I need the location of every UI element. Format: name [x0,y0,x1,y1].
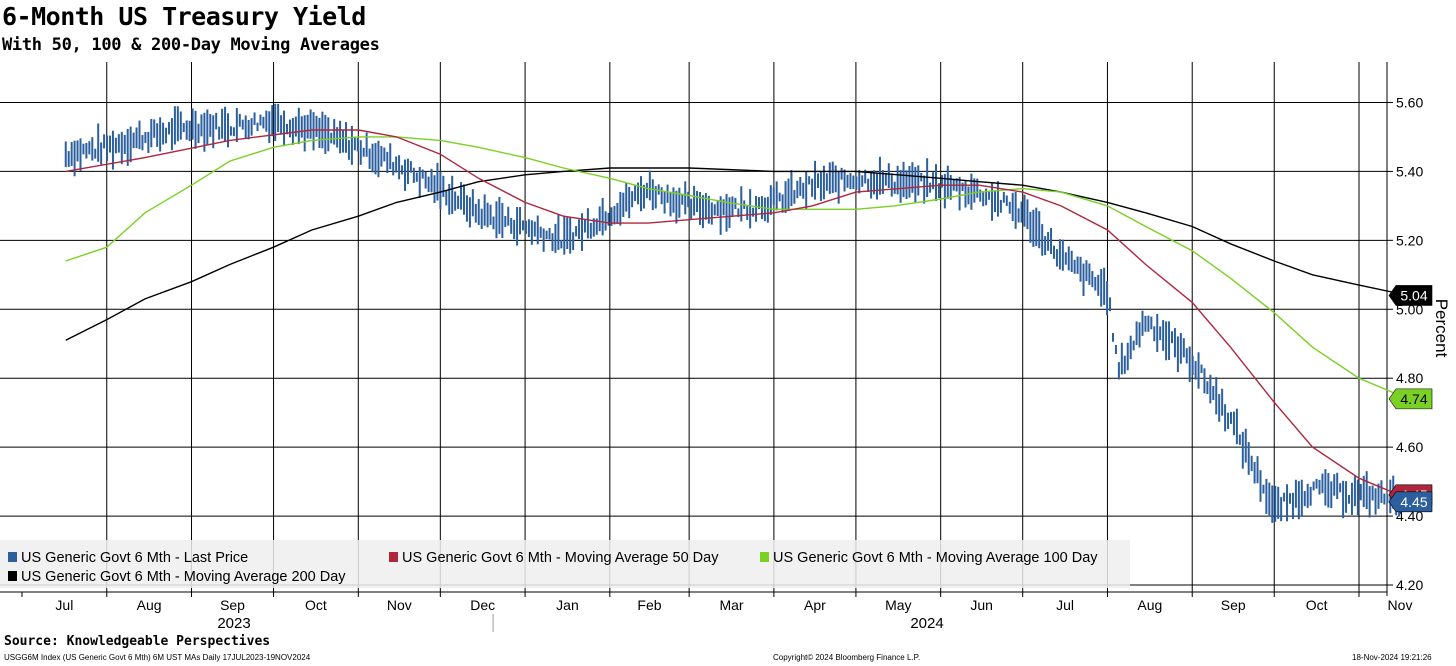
x-tick-label: Feb [637,597,661,613]
x-tick-label: Aug [137,597,162,613]
y-tick-label: 5.60 [1396,94,1423,110]
badge-shape [1388,388,1433,410]
ma100-last-value-badge: 4.74 [1388,388,1433,410]
ma200-last-value-badge: 5.04 [1388,285,1433,306]
legend: US Generic Govt 6 Mth - Last Price US Gen… [0,540,1130,588]
chart-subtitle: With 50, 100 & 200-Day Moving Averages [2,35,380,55]
price-last-value-badge: 4.45 [1388,491,1433,513]
badge-value: 4.74 [1400,391,1427,407]
index-info: USGG6M Index (US Generic Govt 6 Mth) 6M … [4,653,311,662]
badge-value: 4.45 [1400,494,1427,510]
legend-swatch [8,571,17,581]
timestamp: 18-Nov-2024 19:21:26 [1352,653,1432,662]
x-tick-label: Dec [470,597,495,613]
y-tick-label: 4.60 [1396,439,1423,455]
x-year-label: 2023 [217,615,250,632]
legend-label: US Generic Govt 6 Mth - Last Price [21,550,248,566]
x-tick-label: Mar [719,597,743,613]
price-series [64,103,1409,523]
x-tick-label: Jan [556,597,579,613]
source-note: Source: Knowledgeable Perspectives [4,634,271,649]
chart-title: 6-Month US Treasury Yield [2,2,366,31]
ma100-line [65,136,1409,400]
y-tick-label: 5.20 [1396,232,1423,248]
x-year-label: 2024 [910,615,943,632]
x-tick-label: Sep [1221,597,1246,613]
legend-label: US Generic Govt 6 Mth - Moving Average 2… [21,569,346,585]
x-tick-label: Nov [1388,597,1413,613]
legend-background [0,540,1130,588]
ma50-line [65,129,1409,500]
legend-swatch [8,552,17,562]
x-tick-label: Apr [804,597,826,613]
badge-shape [1388,491,1433,513]
x-tick-label: Aug [1137,597,1162,613]
y-tick-label: 4.80 [1396,370,1423,386]
x-tick-label: Oct [305,597,327,613]
legend-swatch [760,552,769,562]
badge-shape [1388,285,1433,306]
y-tick-label: 5.40 [1396,163,1423,179]
x-tick-label: Jun [970,597,993,613]
ma200-line [65,167,1409,341]
y-tick-label: 4.20 [1396,577,1423,593]
x-tick-label: Oct [1306,597,1328,613]
x-tick-label: Nov [387,597,412,613]
x-tick-label: Jul [55,597,73,613]
badge-value: 5.04 [1400,287,1427,303]
legend-label: US Generic Govt 6 Mth - Moving Average 5… [402,550,719,566]
legend-swatch [389,552,398,562]
copyright-note: Copyright© 2024 Bloomberg Finance L.P. [773,653,921,662]
x-tick-label: Sep [220,597,245,613]
plot-background [0,62,1387,592]
y-axis-label: Percent [1432,299,1451,358]
legend-label: US Generic Govt 6 Mth - Moving Average 1… [773,550,1098,566]
x-tick-label: Jul [1056,597,1074,613]
x-tick-label: May [885,597,911,613]
